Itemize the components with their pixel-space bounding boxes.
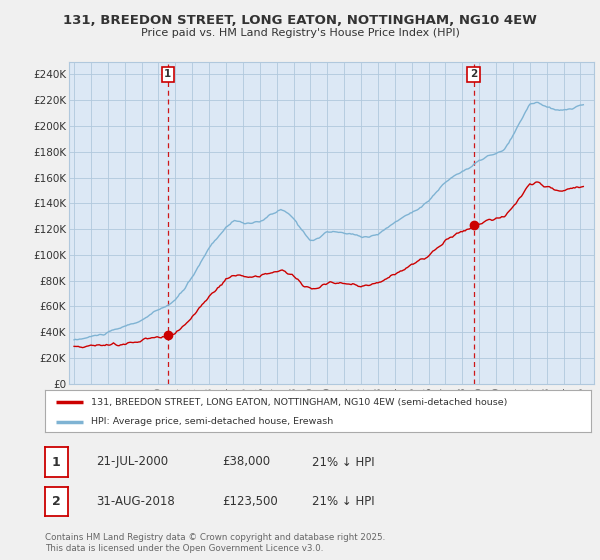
Text: 2: 2 <box>52 494 61 508</box>
Text: 21% ↓ HPI: 21% ↓ HPI <box>312 494 374 508</box>
Text: Contains HM Land Registry data © Crown copyright and database right 2025.
This d: Contains HM Land Registry data © Crown c… <box>45 533 385 553</box>
Text: 2: 2 <box>470 69 477 80</box>
Text: 21-JUL-2000: 21-JUL-2000 <box>96 455 168 469</box>
Text: 131, BREEDON STREET, LONG EATON, NOTTINGHAM, NG10 4EW (semi-detached house): 131, BREEDON STREET, LONG EATON, NOTTING… <box>91 398 508 407</box>
Text: 1: 1 <box>164 69 172 80</box>
Text: 31-AUG-2018: 31-AUG-2018 <box>96 494 175 508</box>
Text: £38,000: £38,000 <box>222 455 270 469</box>
Text: 1: 1 <box>52 455 61 469</box>
Text: 21% ↓ HPI: 21% ↓ HPI <box>312 455 374 469</box>
Text: 131, BREEDON STREET, LONG EATON, NOTTINGHAM, NG10 4EW: 131, BREEDON STREET, LONG EATON, NOTTING… <box>63 14 537 27</box>
Text: HPI: Average price, semi-detached house, Erewash: HPI: Average price, semi-detached house,… <box>91 417 334 426</box>
Text: Price paid vs. HM Land Registry's House Price Index (HPI): Price paid vs. HM Land Registry's House … <box>140 28 460 38</box>
Text: £123,500: £123,500 <box>222 494 278 508</box>
